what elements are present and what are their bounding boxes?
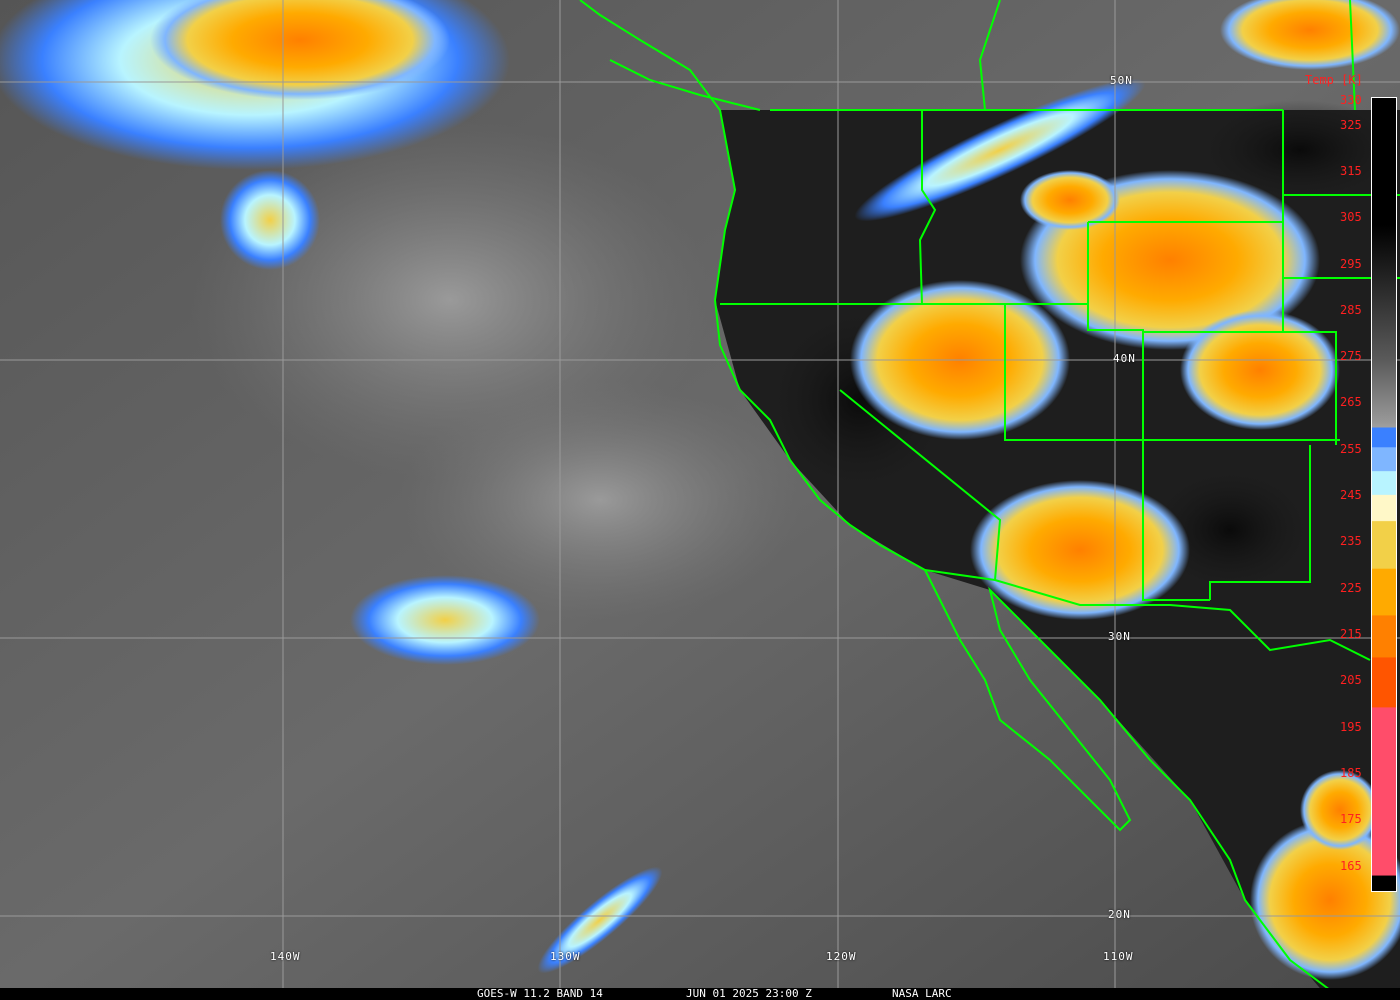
cloud-system: [220, 170, 320, 270]
cloud-system: [350, 575, 540, 665]
satellite-band-label: GOES-W 11.2 BAND 14: [477, 987, 603, 1000]
warm-surface: [1200, 100, 1400, 200]
colorbar-tick-label: 195: [1340, 720, 1362, 734]
caption-bar: GOES-W 11.2 BAND 14 JUN 01 2025 23:00 Z …: [0, 988, 1400, 1000]
cloud-system: [1220, 0, 1400, 70]
warm-surface: [1150, 470, 1310, 590]
cloud-system: [1020, 170, 1120, 230]
longitude-label: 140W: [270, 950, 301, 963]
colorbar-tick-label: 285: [1340, 303, 1362, 317]
cloud-system: [1250, 820, 1400, 980]
colorbar-tick-label: 325: [1340, 118, 1362, 132]
colorbar-tick-label: 175: [1340, 812, 1362, 826]
low-cloud: [400, 380, 800, 620]
latitude-label: 50N: [1110, 74, 1133, 87]
cloud-band: [854, 78, 1146, 222]
colorbar-tick-label: 225: [1340, 581, 1362, 595]
latitude-label: 30N: [1108, 630, 1131, 643]
colorbar-tick-label: 330: [1340, 93, 1362, 107]
colorbar-tick-label: 215: [1340, 627, 1362, 641]
colorbar-tick-label: 275: [1340, 349, 1362, 363]
colorbar-tick-label: 245: [1340, 488, 1362, 502]
cloud-system: [150, 0, 450, 100]
colorbar-tick-label: 265: [1340, 395, 1362, 409]
colorbar-tick-label: 305: [1340, 210, 1362, 224]
colorbar-title: Temp [K]: [1305, 73, 1363, 87]
cloud-system: [970, 480, 1190, 620]
cloud-band: [537, 866, 663, 974]
colorbar-tick-label: 185: [1340, 766, 1362, 780]
colorbar-tick-label: 235: [1340, 534, 1362, 548]
cloud-system: [1180, 310, 1340, 430]
temperature-colorbar: [1371, 97, 1397, 892]
colorbar-tick-label: 205: [1340, 673, 1362, 687]
colorbar-tick-label: 165: [1340, 859, 1362, 873]
latitude-label: 40N: [1113, 352, 1136, 365]
datetime-label: JUN 01 2025 23:00 Z: [686, 987, 812, 1000]
cloud-system: [1300, 770, 1380, 850]
colorbar-tick-label: 255: [1340, 442, 1362, 456]
longitude-label: 110W: [1103, 950, 1134, 963]
latitude-label: 20N: [1108, 908, 1131, 921]
longitude-label: 130W: [550, 950, 581, 963]
colorbar-tick-label: 315: [1340, 164, 1362, 178]
colorbar-tick-label: 295: [1340, 257, 1362, 271]
longitude-label: 120W: [826, 950, 857, 963]
credit-label: NASA LARC: [892, 987, 952, 1000]
